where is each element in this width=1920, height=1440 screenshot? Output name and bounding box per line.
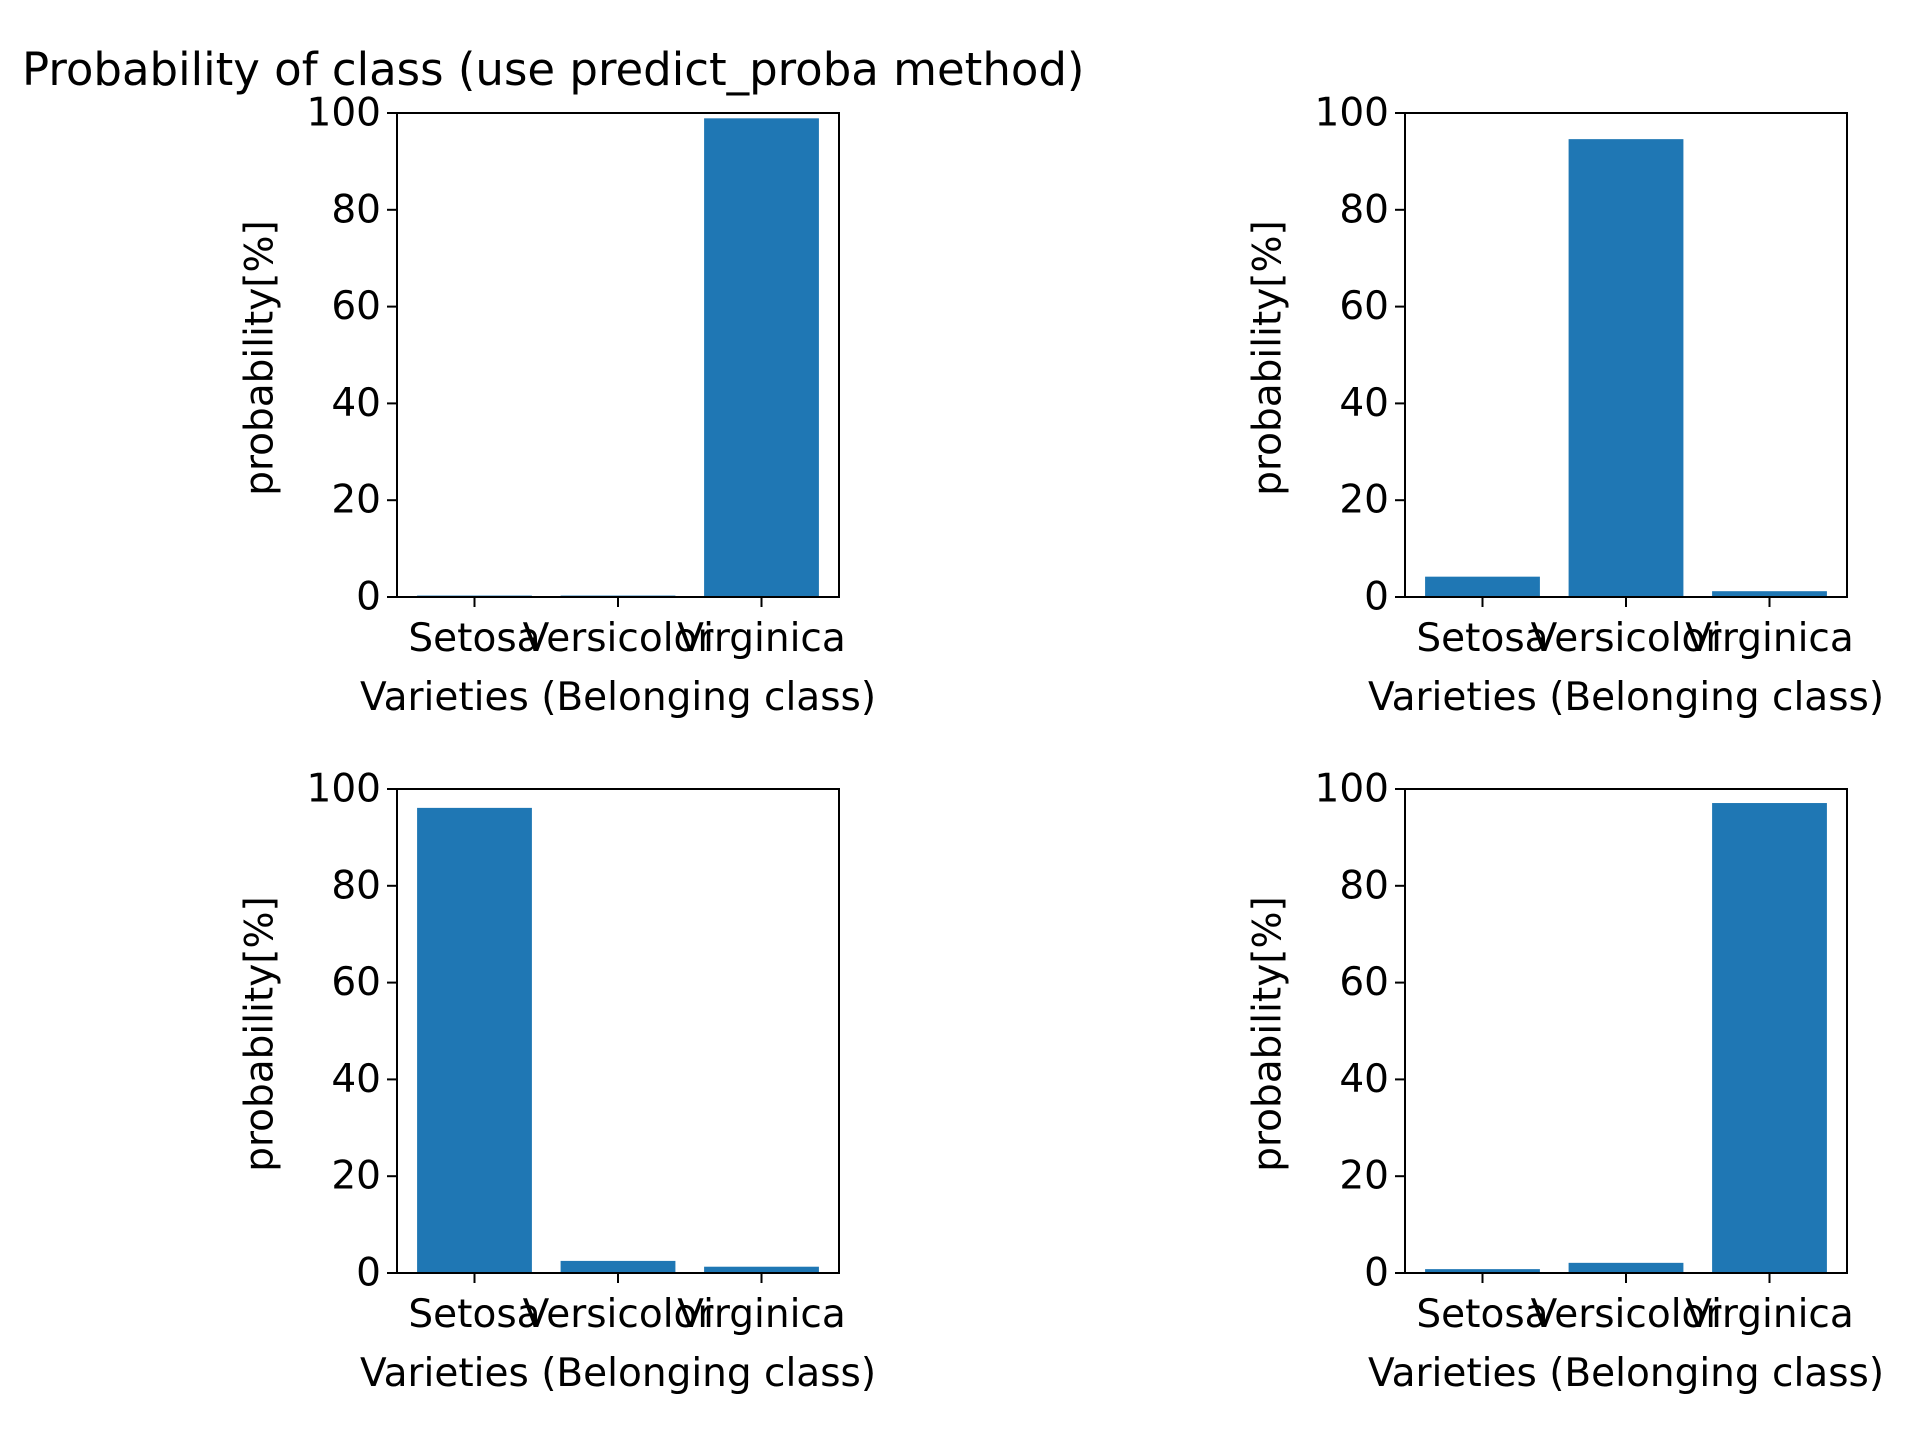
bar-versicolor	[1568, 139, 1684, 597]
x-tick-label-virginica: Virginica	[1685, 1292, 1854, 1337]
x-tick-label-versicolor: Versicolor	[523, 616, 715, 661]
y-tick-label: 0	[1364, 1251, 1389, 1296]
x-tick-label-versicolor: Versicolor	[1531, 1292, 1723, 1337]
y-tick-label: 60	[331, 284, 381, 329]
figure-title: Probability of class (use predict_proba …	[22, 43, 1085, 96]
bar-versicolor	[560, 1260, 676, 1273]
y-tick-label: 0	[1364, 575, 1389, 620]
x-tick-label-versicolor: Versicolor	[523, 1292, 715, 1337]
bar-setosa	[1425, 1269, 1540, 1273]
y-tick-label: 20	[1339, 1154, 1389, 1199]
x-tick-label-virginica: Virginica	[677, 616, 846, 661]
bar-setosa	[1425, 576, 1540, 597]
y-tick-label: 40	[331, 381, 381, 426]
y-tick-label: 100	[307, 767, 381, 812]
bar-versicolor	[1568, 1262, 1684, 1273]
y-tick-label: 20	[1339, 478, 1389, 523]
x-axis-label: Varieties (Belonging class)	[1368, 1351, 1884, 1396]
bar-virginica	[1712, 591, 1827, 597]
y-tick-label: 60	[1339, 960, 1389, 1005]
bar-virginica	[704, 118, 819, 597]
x-axis-label: Varieties (Belonging class)	[1368, 675, 1884, 720]
x-tick-label-setosa: Setosa	[1416, 616, 1548, 661]
y-tick-label: 80	[1339, 187, 1389, 232]
bar-virginica	[704, 1266, 819, 1273]
y-axis-label: probability[%]	[238, 220, 283, 496]
x-axis-label: Varieties (Belonging class)	[360, 675, 876, 720]
y-tick-label: 0	[356, 1251, 381, 1296]
y-tick-label: 80	[1339, 863, 1389, 908]
y-axis-label: probability[%]	[1246, 220, 1291, 496]
bar-virginica	[1712, 803, 1827, 1273]
x-tick-label-virginica: Virginica	[1685, 616, 1854, 661]
x-tick-label-setosa: Setosa	[1416, 1292, 1548, 1337]
y-tick-label: 40	[1339, 381, 1389, 426]
y-tick-label: 40	[1339, 1057, 1389, 1102]
y-axis-label: probability[%]	[1246, 896, 1291, 1172]
x-tick-label-versicolor: Versicolor	[1531, 616, 1723, 661]
y-tick-label: 100	[1315, 91, 1389, 136]
subplots-group: 020406080100SetosaVersicolorVirginicaVar…	[238, 91, 1885, 1397]
x-tick-label-setosa: Setosa	[408, 616, 540, 661]
y-tick-label: 100	[307, 91, 381, 136]
y-tick-label: 20	[331, 478, 381, 523]
x-tick-label-setosa: Setosa	[408, 1292, 540, 1337]
y-tick-label: 40	[331, 1057, 381, 1102]
x-axis-label: Varieties (Belonging class)	[360, 1351, 876, 1396]
y-axis-label: probability[%]	[238, 896, 283, 1172]
bar-setosa	[417, 807, 532, 1273]
x-tick-label-virginica: Virginica	[677, 1292, 846, 1337]
y-tick-label: 100	[1315, 767, 1389, 812]
y-tick-label: 80	[331, 187, 381, 232]
y-tick-label: 20	[331, 1154, 381, 1199]
y-tick-label: 0	[356, 575, 381, 620]
y-tick-label: 60	[1339, 284, 1389, 329]
y-tick-label: 60	[331, 960, 381, 1005]
y-tick-label: 80	[331, 863, 381, 908]
